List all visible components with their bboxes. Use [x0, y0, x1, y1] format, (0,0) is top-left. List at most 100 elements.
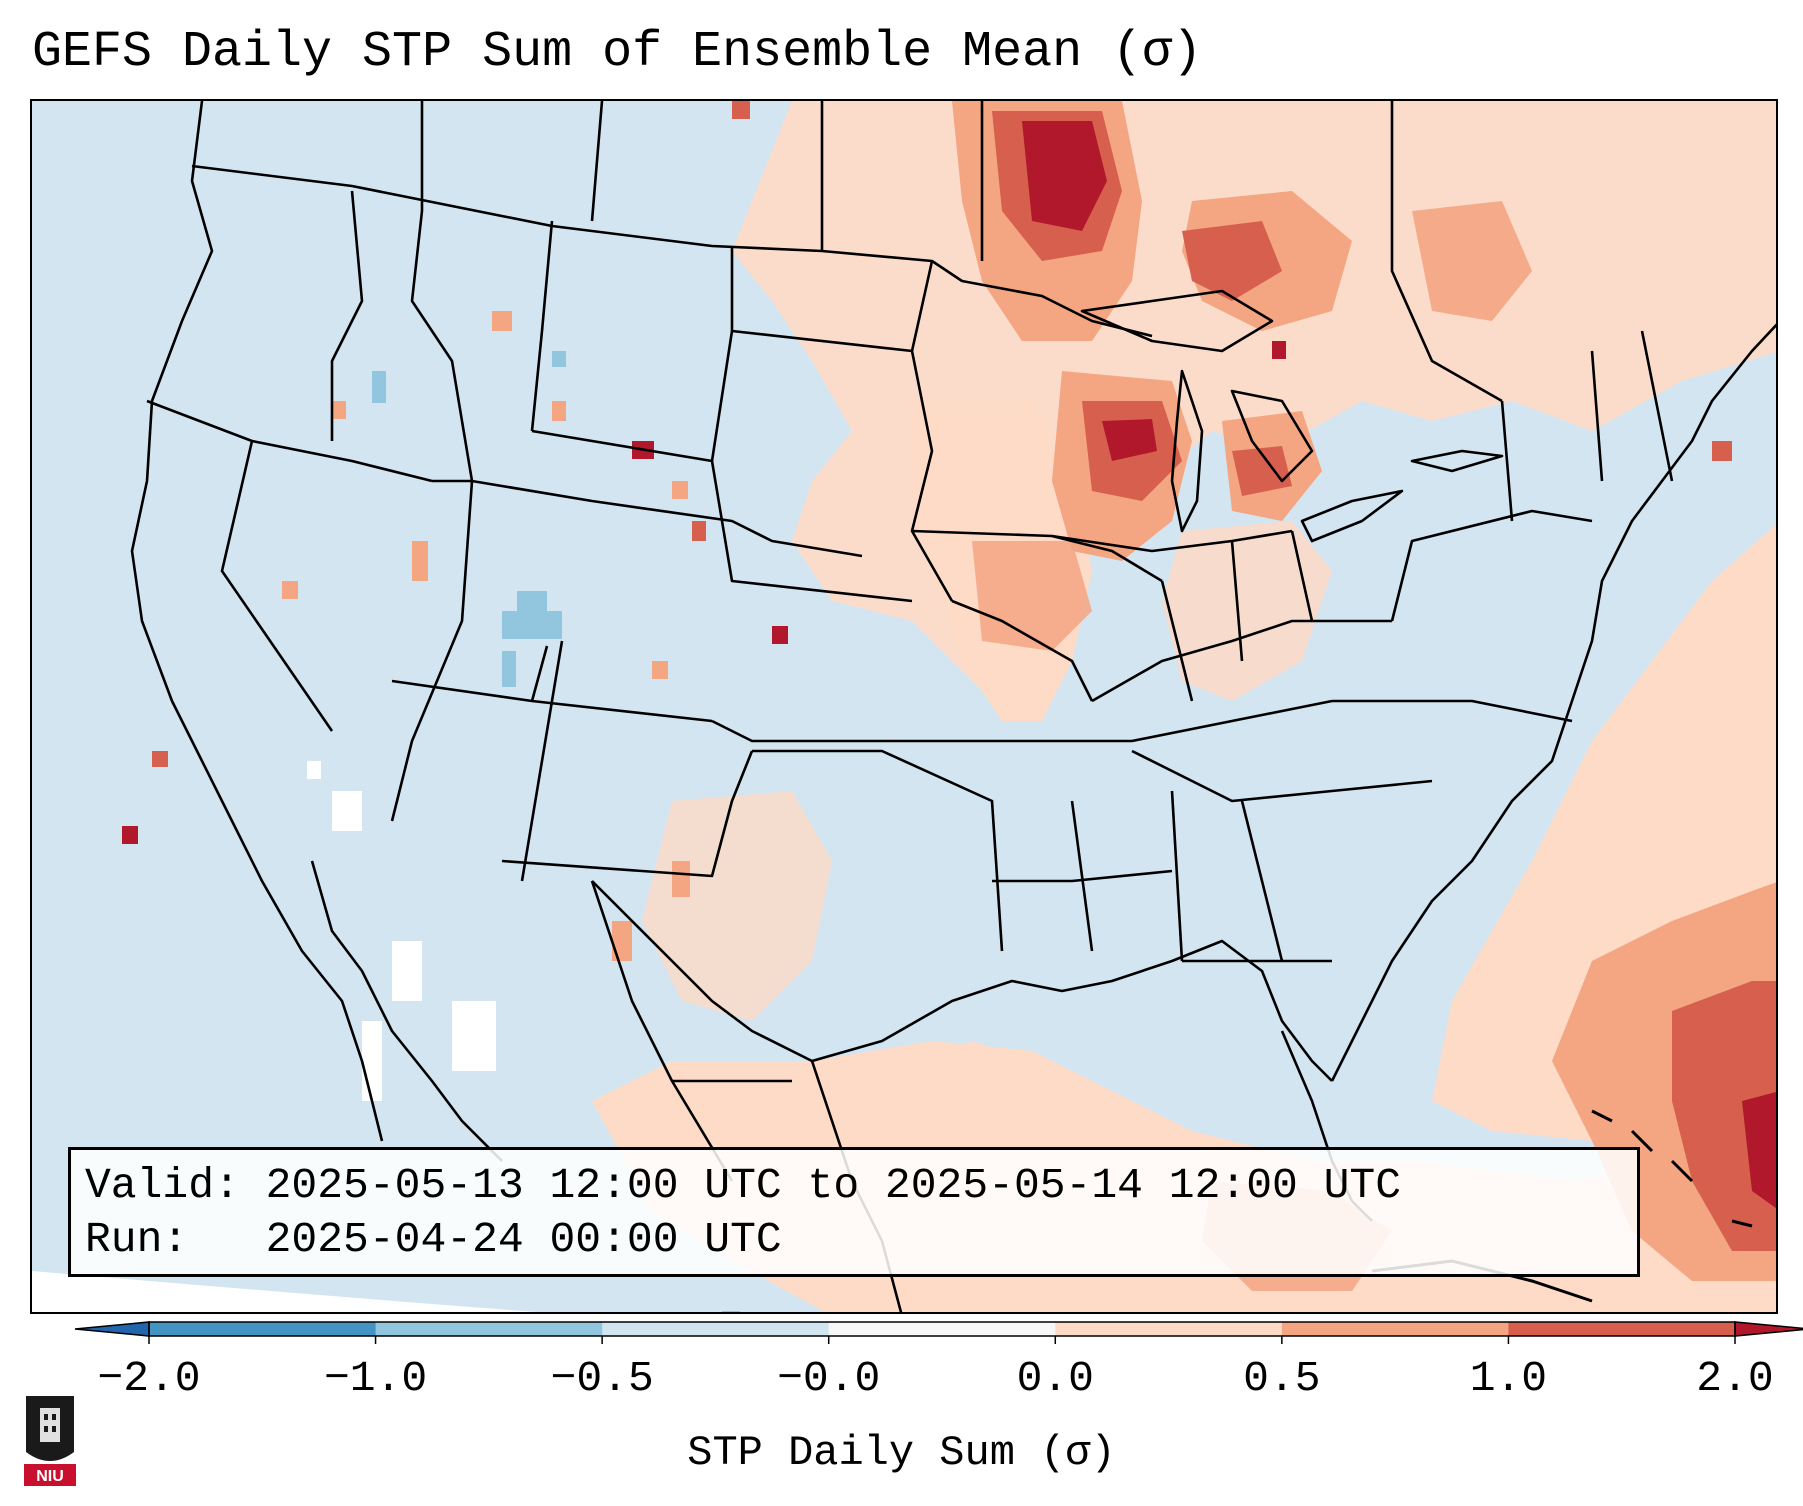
lake-erie [1300, 489, 1404, 543]
colorbar-bin [1508, 1322, 1736, 1336]
pacific-coast [130, 101, 384, 1142]
colorbar-bins [149, 1322, 1736, 1336]
anomaly-cell [652, 661, 668, 679]
niu-logo-band [24, 1464, 76, 1486]
state-line [1070, 800, 1094, 952]
state-line [1002, 699, 1333, 743]
colorbar-bin [149, 1322, 377, 1336]
state-line [910, 350, 954, 602]
state-line [1332, 699, 1573, 723]
island-bahamas-4 [1731, 1219, 1753, 1228]
mexico-state-line [590, 880, 734, 1182]
colorbar: −2.0 −1.0 −0.5 −0.0 0.0 0.5 1.0 2.0 [74, 1321, 1803, 1403]
anomaly-region-strong-ontario [1182, 221, 1282, 301]
niu-logo-text: NIU [36, 1468, 64, 1485]
colorbar-tick-label: −0.0 [777, 1354, 880, 1403]
anomaly-cell-negative [372, 371, 386, 403]
state-line [1590, 350, 1604, 482]
valid-time-text: Valid: 2025-05-13 12:00 UTC to 2025-05-1… [85, 1161, 1402, 1210]
run-time-text: Run: 2025-04-24 00:00 UTC [85, 1215, 782, 1264]
state-line [951, 599, 1094, 702]
state-line [1230, 540, 1244, 662]
state-line [1160, 580, 1194, 702]
niu-logo-tower [40, 1408, 60, 1442]
anomaly-cell-negative [722, 1311, 740, 1312]
colorbar-bin [1055, 1322, 1283, 1336]
state-line [710, 246, 734, 462]
anomaly-region-strong-atlantic [1672, 981, 1776, 1251]
valid-run-info-box: Valid: 2025-05-13 12:00 UTC to 2025-05-1… [68, 1147, 1640, 1277]
state-line [711, 719, 1002, 743]
anomaly-region-light-texas-coast [892, 1041, 1032, 1181]
state-line [390, 480, 474, 822]
anomaly-cell [552, 401, 566, 421]
state-line [501, 750, 754, 878]
anomaly-cell-negative [552, 351, 566, 367]
state-line [1640, 330, 1674, 482]
state-line [220, 440, 334, 732]
colorbar-tick-label: 1.0 [1470, 1354, 1547, 1403]
lake-michigan [1170, 369, 1204, 533]
state-line [752, 749, 1004, 952]
colorbar-tick-label: 0.5 [1243, 1354, 1320, 1403]
outside-domain-area [32, 1271, 538, 1312]
anomaly-cell [672, 861, 690, 897]
state-line [432, 479, 863, 558]
colorbar-ticks: −2.0 −1.0 −0.5 −0.0 0.0 0.5 1.0 2.0 [97, 1336, 1774, 1403]
state-line [1170, 790, 1184, 962]
anomaly-region-extreme-wisconsin [1102, 419, 1157, 461]
island-bahamas-1 [1591, 1109, 1613, 1123]
anomaly-cell-negative [517, 591, 547, 611]
state-line [530, 645, 549, 702]
anomaly-cell [412, 541, 428, 581]
island-bahamas-2 [1630, 1129, 1654, 1153]
state-line [1240, 800, 1284, 962]
stp-map [32, 101, 1776, 1312]
colorbar-tick-label: 0.0 [1017, 1354, 1094, 1403]
lake-superior [1080, 289, 1274, 353]
state-line [911, 529, 1163, 583]
colorbar-under-triangle [74, 1321, 150, 1337]
chart-title: GEFS Daily STP Sum of Ensemble Mean (σ) [32, 24, 1203, 81]
anomaly-cell [692, 521, 706, 541]
neutral-cell [362, 1021, 382, 1101]
province-line [1390, 101, 1503, 403]
map-panel: Valid: 2025-05-13 12:00 UTC to 2025-05-1… [30, 99, 1778, 1314]
atlantic-coast [1330, 323, 1776, 1082]
anomaly-cell [1272, 341, 1286, 359]
state-line [330, 190, 364, 441]
anomaly-cell-negative [502, 611, 562, 639]
state-line [1051, 529, 1293, 553]
colorbar-outline [148, 1321, 1736, 1337]
anomaly-cell [122, 826, 138, 844]
neutral-cell [332, 791, 362, 831]
anomaly-cell [732, 101, 750, 119]
state-line [146, 399, 433, 483]
colorbar-tick-label: −0.5 [551, 1354, 654, 1403]
anomaly-region-medium-iowa [972, 541, 1092, 651]
state-line [1091, 619, 1392, 703]
anomaly-region-strong-michigan [1232, 446, 1292, 496]
gulf-coast [591, 880, 1333, 1082]
anomaly-cell-negative [502, 651, 516, 687]
anomaly-region-light-southplains [642, 791, 832, 1021]
colorbar-bin [1281, 1322, 1509, 1336]
state-line [1131, 749, 1433, 803]
colorbar-tick-label: −2.0 [97, 1354, 200, 1403]
state-line [1500, 400, 1514, 522]
colorbar-bin [828, 1322, 1056, 1336]
anomaly-region-extreme-atlantic [1742, 1092, 1776, 1209]
lake-ontario [1410, 449, 1504, 473]
anomaly-cell [772, 626, 788, 644]
state-line [992, 869, 1173, 883]
lake-huron [1230, 389, 1314, 483]
colorbar-label: STP Daily Sum (σ) [687, 1429, 1116, 1477]
province-line [590, 101, 604, 222]
neutral-cell [307, 761, 321, 779]
anomaly-cell [152, 751, 168, 767]
colorbar-over-triangle [1734, 1321, 1803, 1337]
anomaly-region-light-ohio [1162, 521, 1332, 701]
island-bahamas-3 [1670, 1159, 1694, 1183]
state-line [1290, 530, 1314, 622]
baja-coast [310, 860, 503, 1162]
